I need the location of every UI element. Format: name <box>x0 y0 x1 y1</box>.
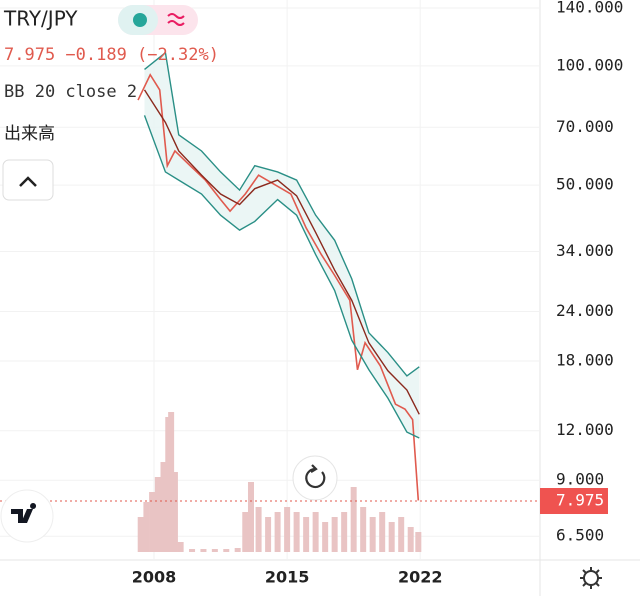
volume-bar <box>177 542 184 552</box>
reset-icon <box>305 467 326 489</box>
volume-bar <box>160 462 167 552</box>
volume-bar <box>284 507 291 552</box>
series-line <box>144 51 420 377</box>
delay-icon <box>167 13 185 26</box>
volume-bar <box>274 512 281 552</box>
x-tick-label: 2022 <box>398 568 443 587</box>
volume-bar <box>143 502 150 552</box>
volume-bar <box>242 512 249 552</box>
volume-bar <box>247 482 254 552</box>
x-tick-label: 2008 <box>132 568 177 587</box>
volume-bar <box>149 492 156 552</box>
volume-bar <box>265 517 272 552</box>
plot <box>0 0 540 560</box>
last-price-box <box>540 488 608 515</box>
chevron <box>19 176 37 187</box>
y-tick-label: 50.000 <box>556 175 614 194</box>
reset-arrow <box>310 464 318 473</box>
volume-bar <box>211 549 218 552</box>
y-tick-label: 6.500 <box>556 526 604 545</box>
volume-bar <box>154 477 161 552</box>
logo <box>11 503 37 523</box>
series-line <box>137 73 420 501</box>
series-line <box>143 115 420 439</box>
volume-bar <box>303 517 310 552</box>
volume-bar <box>255 507 262 552</box>
volume-bar <box>398 517 405 552</box>
y-tick-label: 24.000 <box>556 301 614 320</box>
x-tick-label: 2015 <box>265 568 310 587</box>
market-dot <box>133 13 147 27</box>
last-price-label: 7.975 <box>556 491 604 510</box>
y-tick-label: 34.000 <box>556 241 614 260</box>
volume-bar <box>331 517 338 552</box>
volume-bar <box>350 487 357 552</box>
band-fill <box>144 52 420 439</box>
volume-bar <box>379 512 386 552</box>
volume-bar <box>341 512 348 552</box>
reset-button[interactable] <box>292 455 338 501</box>
y-tick-label: 100.000 <box>556 55 623 74</box>
volume-bar <box>312 512 319 552</box>
y-tick-label: 140.000 <box>556 0 623 17</box>
symbol: TRY/JPY <box>3 7 78 31</box>
volume-bar <box>223 549 230 552</box>
y-tick-label: 12.000 <box>556 420 614 439</box>
volume-bar <box>360 507 367 552</box>
volume-bar <box>189 549 196 552</box>
volume-bar <box>415 532 422 552</box>
collapse-button[interactable] <box>2 159 54 201</box>
volume-label: 出来高 <box>4 124 55 144</box>
volume-bar <box>322 522 329 552</box>
series-line <box>143 89 420 415</box>
y-tick-label: 18.000 <box>556 350 614 369</box>
volume-bar <box>171 472 178 552</box>
volume-bar <box>293 512 300 552</box>
volume-bar <box>369 517 376 552</box>
quote: 7.975 −0.189 (−2.32%) <box>4 45 219 65</box>
volume-bar <box>137 517 144 552</box>
indicator-label: BB 20 close 2 <box>4 82 137 102</box>
volume-bar <box>200 549 207 552</box>
volume-bar <box>168 412 175 552</box>
volume-bar <box>407 527 414 552</box>
volume-bar <box>388 522 395 552</box>
settings-icon[interactable] <box>580 567 602 589</box>
y-tick-label: 9.000 <box>556 470 604 489</box>
volume-bar <box>234 548 241 552</box>
gear-teeth <box>580 567 602 589</box>
y-tick-label: 70.000 <box>556 117 614 136</box>
